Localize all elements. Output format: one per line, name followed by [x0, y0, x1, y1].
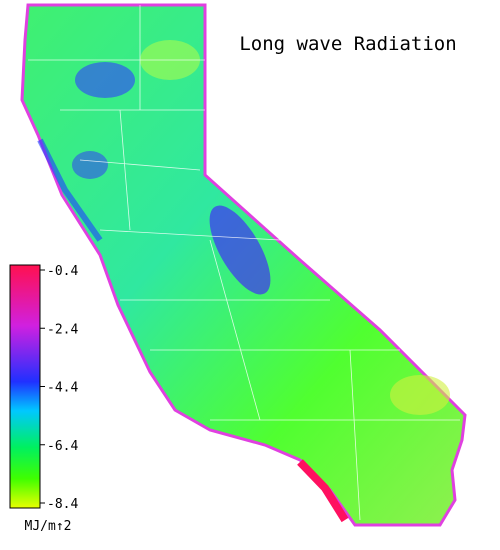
- map-title: Long wave Radiation: [239, 33, 456, 55]
- colorbar-tick-label: -8.4: [47, 497, 78, 512]
- south-coast-band: [297, 459, 349, 523]
- colorbar-scale: [9, 264, 41, 509]
- colorbar-tick-label: -2.4: [47, 322, 78, 337]
- colorbar-tick-label: -4.4: [47, 381, 78, 396]
- county-lines: [28, 5, 460, 521]
- north-coast-band: [37, 138, 103, 242]
- yellow-region: [390, 375, 450, 415]
- california-map: [20, 3, 467, 527]
- blue-region: [75, 62, 135, 98]
- colorbar-unit: MJ/m↑2: [25, 519, 72, 534]
- colorbar-tick-label: -0.4: [47, 264, 78, 279]
- blue-region: [209, 205, 271, 295]
- colorbar-tick-label: -6.4: [47, 439, 78, 454]
- colorbar: [9, 264, 41, 509]
- blue-region: [72, 151, 108, 179]
